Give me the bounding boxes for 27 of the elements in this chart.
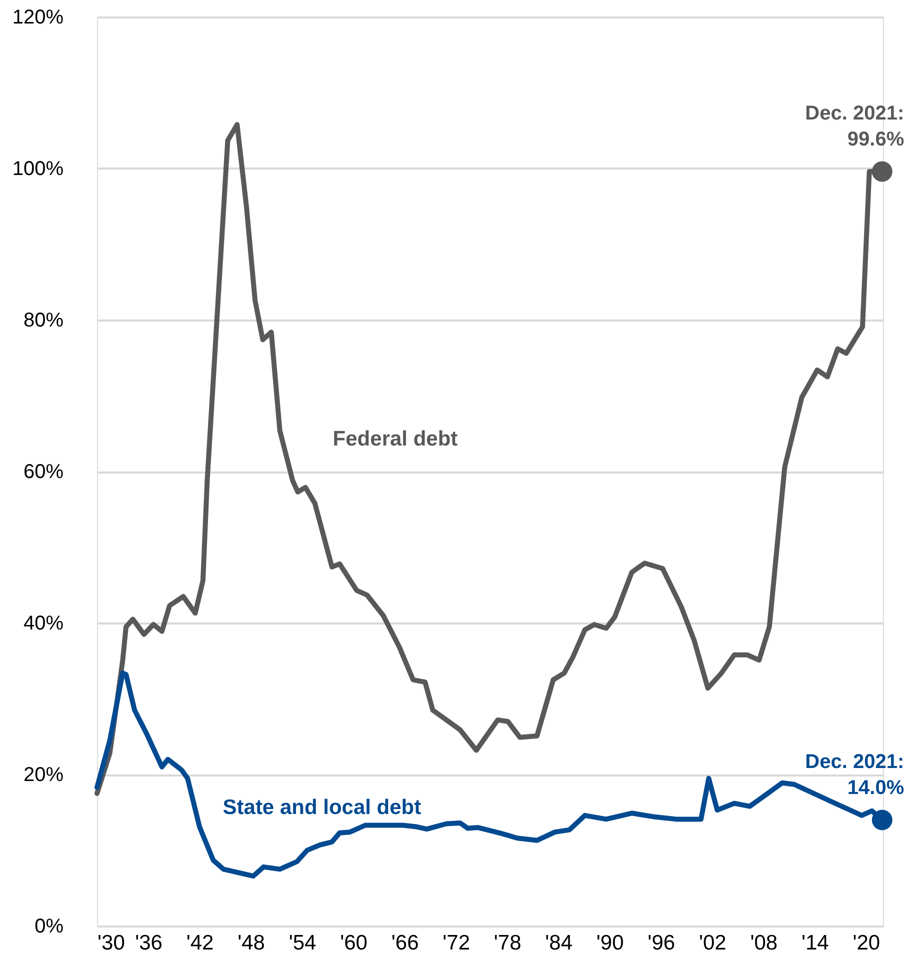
x-tick-label: '66 (391, 932, 419, 954)
x-tick-label: '60 (340, 932, 368, 954)
y-tick-label: 120% (12, 6, 64, 28)
y-tick-label: 40% (23, 612, 64, 634)
x-tick-label: '14 (801, 932, 830, 954)
y-tick-label: 0% (34, 916, 64, 938)
y-tick-label: 60% (23, 461, 64, 483)
x-tick-label: '42 (186, 932, 214, 954)
x-tick-label: '78 (494, 932, 522, 954)
x-tick-label: '36 (135, 932, 162, 954)
x-tick-label: '30 (98, 932, 125, 954)
x-tick-label: '08 (750, 932, 778, 954)
y-tick-label: 20% (23, 764, 64, 786)
x-tick-label: '90 (596, 932, 624, 954)
annotation: Dec. 2021: 14.0% (805, 750, 904, 799)
x-tick-label: '54 (288, 932, 317, 954)
x-tick-label: '48 (238, 932, 265, 954)
x-tick-label: '84 (545, 932, 573, 954)
x-tick-label: '20 (852, 932, 880, 954)
y-tick-label: 100% (12, 158, 64, 180)
y-tick-label: 80% (23, 310, 64, 332)
x-tick-label: '72 (442, 932, 470, 954)
x-tick-label: '96 (648, 932, 676, 954)
text: Federal debt (332, 428, 458, 451)
annotation: Dec. 2021: 99.6% (805, 102, 904, 151)
x-tick-label: '02 (698, 932, 726, 954)
series-label: State and local debt (222, 796, 422, 819)
